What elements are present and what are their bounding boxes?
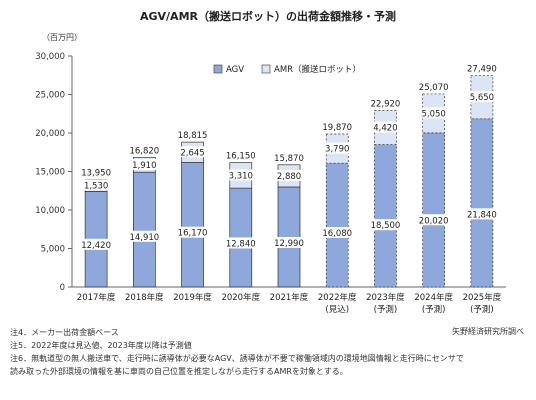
value-label-bg [465, 208, 498, 220]
legend-swatch-amr [261, 64, 271, 74]
unit-label: （百万円） [42, 33, 82, 42]
value-label-bg [128, 230, 161, 242]
value-label-bg [323, 142, 352, 154]
value-label-bg [369, 219, 402, 231]
value-label-agv: 16,170 [178, 229, 208, 239]
value-label-agv: 12,840 [226, 239, 256, 249]
source-label: 矢野経済研究所調べ [452, 327, 524, 336]
x-tick-label: 2021年度 [270, 292, 309, 303]
x-tick-label: 2025年度 [463, 292, 502, 303]
value-label-amr: 3,790 [325, 145, 349, 155]
value-label-amr: 4,420 [373, 124, 397, 134]
legend-label-agv: AGV [226, 65, 244, 75]
value-label-bg [467, 91, 496, 103]
x-tick-sublabel: (予測) [422, 304, 446, 315]
bar-agv [181, 162, 204, 288]
value-label-amr: 3,310 [229, 171, 253, 181]
value-label-agv: 18,500 [371, 221, 401, 231]
legend-swatch-agv [213, 64, 223, 74]
value-label-bg [273, 236, 305, 248]
bar-agv [132, 171, 156, 288]
value-label-bg [178, 146, 207, 158]
x-tick-label: 2019年度 [173, 292, 212, 303]
bar-agv [470, 118, 494, 288]
value-label-agv: 12,420 [81, 241, 111, 251]
bar-agv [374, 144, 397, 288]
value-label-total: 16,150 [226, 152, 256, 162]
value-label-bg [275, 169, 303, 181]
y-tick-label: 0 [60, 283, 65, 293]
x-tick-label: 2024年度 [414, 292, 453, 303]
x-tick-label: 2017年度 [77, 292, 116, 303]
x-tick-label: 2023年度 [366, 292, 405, 303]
value-label-bg [419, 107, 448, 119]
note-3: 注6．無軌道型の無人搬送車で、走行時に誘導体が必要なAGV、誘導体が不要で稼働領… [10, 354, 464, 363]
note-1: 注4．メーカー出荷金額ベース [10, 328, 119, 337]
bar-agv [422, 132, 446, 288]
value-label-bg [226, 169, 255, 181]
note-4: 読み取った外部環境の情報を基に車両の自己位置を推定しながら走行するAMRを対象と… [10, 367, 348, 376]
value-label-agv: 16,080 [322, 229, 352, 239]
value-label-agv: 20,020 [419, 216, 449, 226]
note-2: 注5．2022年度は見込値、2023年度以降は予測値 [10, 341, 192, 350]
x-tick-label: 2018年度 [125, 292, 164, 303]
value-label-total: 18,815 [178, 131, 208, 141]
value-label-bg [80, 238, 113, 250]
value-label-bg [82, 179, 111, 191]
value-label-agv: 21,840 [467, 210, 497, 220]
value-label-bg [321, 226, 354, 238]
value-label-amr: 5,650 [470, 93, 494, 103]
y-tick-label: 25,000 [35, 91, 65, 101]
notes: 注4．メーカー出荷金額ベース 注5．2022年度は見込値、2023年度以降は予測… [10, 326, 530, 378]
x-tick-sublabel: (見込) [325, 304, 349, 315]
value-label-total: 13,950 [81, 169, 111, 179]
y-tick-label: 15,000 [35, 168, 65, 178]
value-label-bg [130, 158, 159, 170]
value-label-total: 22,920 [371, 100, 401, 110]
value-label-total: 16,820 [129, 146, 159, 156]
value-label-amr: 1,530 [84, 181, 108, 191]
value-label-total: 15,870 [274, 154, 304, 164]
value-label-amr: 2,880 [277, 172, 301, 182]
value-label-amr: 1,910 [132, 161, 156, 171]
y-tick-label: 20,000 [35, 129, 65, 139]
legend-label-amr: AMR（搬送ロボット） [274, 64, 361, 75]
x-tick-sublabel: (予測) [374, 304, 398, 315]
bar-agv [325, 162, 349, 288]
chart-title: AGV/AMR（搬送ロボット）の出荷金額推移・予測 [139, 10, 396, 23]
x-tick-label: 2020年度 [221, 292, 260, 303]
value-label-bg [176, 226, 209, 238]
y-tick-label: 10,000 [35, 206, 65, 216]
x-tick-label: 2022年度 [318, 292, 357, 303]
y-tick-label: 30,000 [35, 52, 65, 62]
value-label-total: 19,870 [322, 123, 352, 133]
bar-chart: 0 5,000 10,000 15,000 20,000 25,000 30,000 AGV A… [35, 52, 506, 315]
y-tick-label: 5,000 [41, 245, 65, 255]
value-label-amr: 5,050 [421, 109, 445, 119]
value-label-amr: 2,645 [180, 148, 204, 158]
value-label-bg [224, 237, 257, 249]
value-label-agv: 14,910 [129, 233, 159, 243]
x-tick-sublabel: (予測) [470, 304, 494, 315]
value-label-bg [371, 121, 400, 133]
value-label-total: 27,490 [467, 64, 497, 74]
value-label-total: 25,070 [419, 83, 449, 93]
value-label-bg [417, 214, 450, 226]
value-label-agv: 12,990 [274, 239, 304, 249]
bar-agv [277, 186, 301, 288]
